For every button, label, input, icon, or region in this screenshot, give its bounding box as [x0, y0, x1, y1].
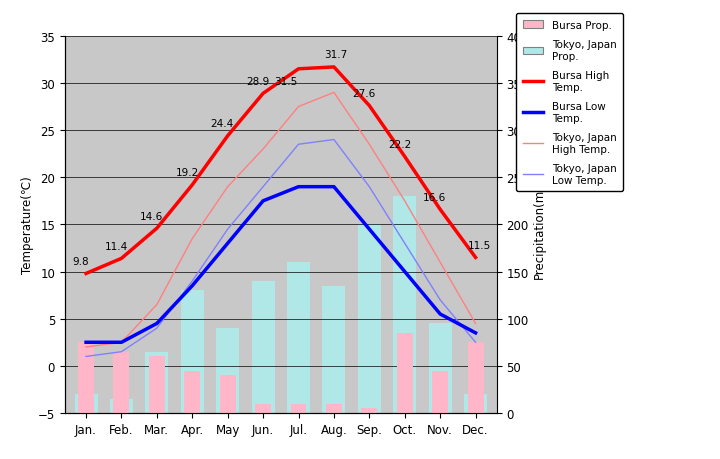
Bar: [75, 394, 97, 413]
Bar: [255, 404, 271, 413]
Text: 9.8: 9.8: [73, 256, 89, 266]
Bar: [145, 352, 168, 413]
Bar: [432, 371, 448, 413]
Y-axis label: Precipitation(mm): Precipitation(mm): [533, 172, 546, 278]
Bar: [291, 404, 307, 413]
Legend: Bursa Prop., Tokyo, Japan
Prop., Bursa High
Temp., Bursa Low
Temp., Tokyo, Japan: Bursa Prop., Tokyo, Japan Prop., Bursa H…: [516, 14, 623, 191]
Bar: [149, 357, 165, 413]
Bar: [428, 324, 451, 413]
Bar: [326, 404, 342, 413]
Text: 22.2: 22.2: [388, 140, 411, 150]
Text: 28.9: 28.9: [246, 77, 269, 87]
Y-axis label: Temperature(℃): Temperature(℃): [21, 176, 34, 274]
Text: 11.5: 11.5: [467, 241, 491, 250]
Bar: [467, 342, 484, 413]
Bar: [181, 291, 204, 413]
Bar: [393, 196, 416, 413]
Text: 11.4: 11.4: [104, 241, 127, 251]
Text: 19.2: 19.2: [176, 168, 199, 178]
Bar: [184, 371, 200, 413]
Bar: [220, 375, 235, 413]
Bar: [287, 263, 310, 413]
Bar: [358, 225, 381, 413]
Bar: [114, 352, 130, 413]
Text: 16.6: 16.6: [423, 192, 446, 202]
Bar: [78, 342, 94, 413]
Text: 31.5: 31.5: [274, 77, 298, 87]
Bar: [110, 399, 133, 413]
Bar: [464, 394, 487, 413]
Text: 27.6: 27.6: [352, 89, 376, 99]
Bar: [323, 286, 346, 413]
Bar: [251, 281, 274, 413]
Text: 31.7: 31.7: [324, 50, 347, 60]
Text: 24.4: 24.4: [211, 119, 234, 129]
Bar: [361, 409, 377, 413]
Bar: [216, 328, 239, 413]
Bar: [397, 333, 413, 413]
Text: 14.6: 14.6: [140, 211, 163, 221]
